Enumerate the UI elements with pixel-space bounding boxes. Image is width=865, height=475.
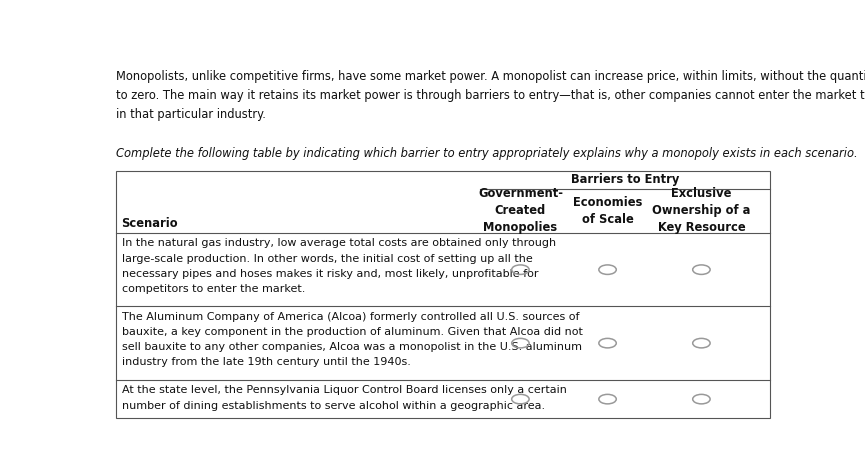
- Text: Economies
of Scale: Economies of Scale: [573, 196, 642, 226]
- Text: Exclusive
Ownership of a
Key Resource: Exclusive Ownership of a Key Resource: [652, 188, 751, 235]
- Text: Monopolists, unlike competitive firms, have some market power. A monopolist can : Monopolists, unlike competitive firms, h…: [116, 70, 865, 83]
- Text: Scenario: Scenario: [121, 217, 178, 230]
- Text: in that particular industry.: in that particular industry.: [116, 108, 266, 121]
- Text: to zero. The main way it retains its market power is through barriers to entry—t: to zero. The main way it retains its mar…: [116, 89, 865, 102]
- Text: Barriers to Entry: Barriers to Entry: [571, 173, 680, 186]
- Text: In the natural gas industry, low average total costs are obtained only through
l: In the natural gas industry, low average…: [121, 238, 555, 294]
- Text: The Aluminum Company of America (Alcoa) formerly controlled all U.S. sources of
: The Aluminum Company of America (Alcoa) …: [121, 312, 582, 368]
- Text: Government-
Created
Monopolies: Government- Created Monopolies: [477, 188, 563, 235]
- Text: Complete the following table by indicating which barrier to entry appropriately : Complete the following table by indicati…: [116, 147, 858, 160]
- Text: At the state level, the Pennsylvania Liquor Control Board licenses only a certai: At the state level, the Pennsylvania Liq…: [121, 385, 567, 410]
- Bar: [116, 171, 771, 418]
